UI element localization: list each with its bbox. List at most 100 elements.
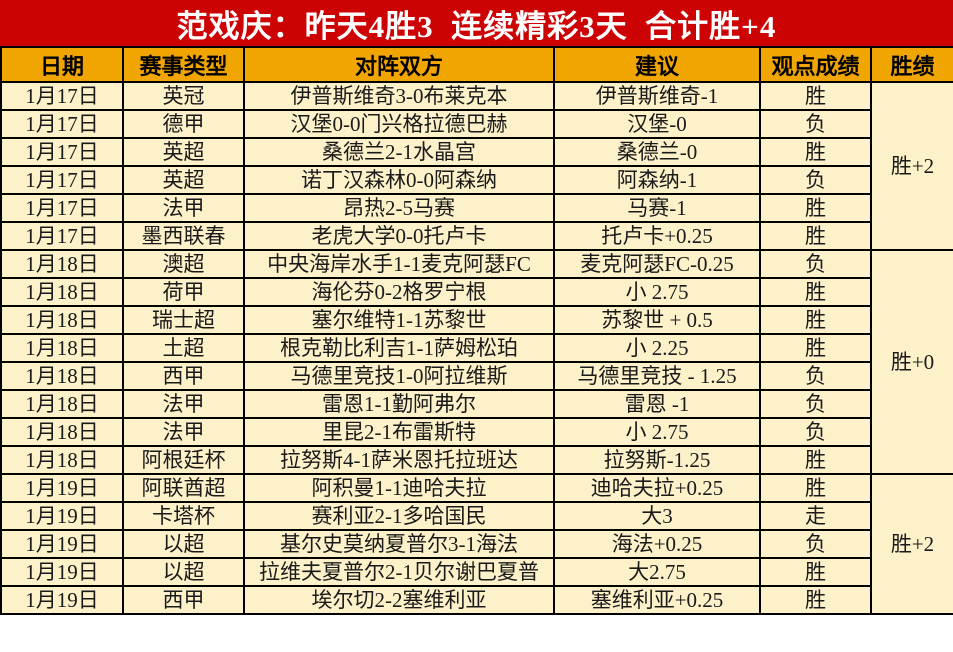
date-cell: 1月17日: [0, 81, 124, 111]
league-cell: 阿根廷杯: [122, 445, 245, 475]
league-cell: 英超: [122, 137, 245, 167]
suggestion-cell: 大2.75: [553, 557, 761, 587]
date-cell: 1月19日: [0, 529, 124, 559]
match-cell: 伊普斯维奇3-0布莱克本: [243, 81, 555, 111]
group-score-cell: 胜+2: [870, 81, 953, 251]
suggestion-cell: 桑德兰-0: [553, 137, 761, 167]
result-cell: 负: [759, 165, 872, 195]
suggestion-cell: 托卢卡+0.25: [553, 221, 761, 251]
suggestion-cell: 迪哈夫拉+0.25: [553, 473, 761, 503]
match-cell: 老虎大学0-0托卢卡: [243, 221, 555, 251]
match-cell: 塞尔维特1-1苏黎世: [243, 305, 555, 335]
match-cell: 基尔史莫纳夏普尔3-1海法: [243, 529, 555, 559]
date-cell: 1月17日: [0, 165, 124, 195]
result-cell: 胜: [759, 473, 872, 503]
result-cell: 胜: [759, 445, 872, 475]
match-cell: 马德里竞技1-0阿拉维斯: [243, 361, 555, 391]
match-cell: 中央海岸水手1-1麦克阿瑟FC: [243, 249, 555, 279]
header-date: 日期: [0, 46, 124, 83]
suggestion-cell: 苏黎世 + 0.5: [553, 305, 761, 335]
result-cell: 负: [759, 417, 872, 447]
match-cell: 阿积曼1-1迪哈夫拉: [243, 473, 555, 503]
suggestion-cell: 马赛-1: [553, 193, 761, 223]
match-cell: 赛利亚2-1多哈国民: [243, 501, 555, 531]
match-cell: 拉努斯4-1萨米恩托拉班达: [243, 445, 555, 475]
match-cell: 雷恩1-1勤阿弗尔: [243, 389, 555, 419]
league-cell: 土超: [122, 333, 245, 363]
table-row: 1月17日 法甲 昂热2-5马赛 马赛-1 胜: [0, 193, 953, 223]
result-cell: 负: [759, 249, 872, 279]
league-cell: 墨西联春: [122, 221, 245, 251]
table-row: 1月18日 荷甲 海伦芬0-2格罗宁根小 2.75 胜: [0, 277, 953, 307]
date-cell: 1月19日: [0, 501, 124, 531]
suggestion-cell: 汉堡-0: [553, 109, 761, 139]
league-cell: 西甲: [122, 361, 245, 391]
league-cell: 英超: [122, 165, 245, 195]
header-score: 胜绩: [870, 46, 953, 83]
table-row: 1月18日 阿根廷杯 拉努斯4-1萨米恩托拉班达 拉努斯-1.25 胜: [0, 445, 953, 475]
league-cell: 以超: [122, 529, 245, 559]
league-cell: 西甲: [122, 585, 245, 615]
match-cell: 拉维夫夏普尔2-1贝尔谢巴夏普: [243, 557, 555, 587]
suggestion-cell: 小 2.75: [553, 417, 761, 447]
group-score-cell: 胜+0: [870, 249, 953, 475]
match-cell: 诺丁汉森林0-0阿森纳: [243, 165, 555, 195]
date-cell: 1月17日: [0, 137, 124, 167]
match-cell: 根克勒比利吉1-1萨姆松珀: [243, 333, 555, 363]
table-row: 1月19日 以超 拉维夫夏普尔2-1贝尔谢巴夏普 大2.75 胜: [0, 557, 953, 587]
suggestion-cell: 小 2.75: [553, 277, 761, 307]
suggestion-cell: 阿森纳-1: [553, 165, 761, 195]
date-cell: 1月19日: [0, 585, 124, 615]
match-cell: 里昆2-1布雷斯特: [243, 417, 555, 447]
date-cell: 1月18日: [0, 333, 124, 363]
suggestion-cell: 塞维利亚+0.25: [553, 585, 761, 615]
suggestion-cell: 小 2.25: [553, 333, 761, 363]
date-cell: 1月18日: [0, 361, 124, 391]
league-cell: 瑞士超: [122, 305, 245, 335]
table-row: 1月17日 德甲 汉堡0-0门兴格拉德巴赫 汉堡-0 负: [0, 109, 953, 139]
tips-table: 日期 赛事类型 对阵双方 建议 观点成绩 胜绩 1月17日 英冠 伊普斯维奇3-0布…: [0, 46, 953, 615]
date-cell: 1月18日: [0, 249, 124, 279]
result-cell: 胜: [759, 81, 872, 111]
table-row: 1月19日 西甲 埃尔切2-2塞维利亚 塞维利亚+0.25 胜: [0, 585, 953, 615]
table-row: 1月18日 法甲 里昆2-1布雷斯特小 2.75 负: [0, 417, 953, 447]
league-cell: 卡塔杯: [122, 501, 245, 531]
table-body: 1月17日 英冠 伊普斯维奇3-0布莱克本 伊普斯维奇-1 胜胜+2 1月17日 德甲 汉堡0…: [0, 81, 953, 615]
suggestion-cell: 伊普斯维奇-1: [553, 81, 761, 111]
result-cell: 胜: [759, 277, 872, 307]
table-row: 1月18日 西甲 马德里竞技1-0阿拉维斯 马德里竞技 - 1.25 负: [0, 361, 953, 391]
result-cell: 胜: [759, 585, 872, 615]
result-cell: 胜: [759, 137, 872, 167]
result-cell: 走: [759, 501, 872, 531]
league-cell: 法甲: [122, 417, 245, 447]
page-title: 范戏庆：昨天4胜3 连续精彩3天 合计胜+4: [176, 8, 777, 44]
match-cell: 汉堡0-0门兴格拉德巴赫: [243, 109, 555, 139]
table-row: 1月18日 瑞士超 塞尔维特1-1苏黎世 苏黎世 + 0.5 胜: [0, 305, 953, 335]
suggestion-cell: 麦克阿瑟FC-0.25: [553, 249, 761, 279]
league-cell: 澳超: [122, 249, 245, 279]
table-row: 1月17日 英超 桑德兰2-1水晶宫 桑德兰-0 胜: [0, 137, 953, 167]
league-cell: 法甲: [122, 389, 245, 419]
header-suggestion: 建议: [553, 46, 761, 83]
result-cell: 胜: [759, 193, 872, 223]
table-row: 1月19日 阿联酋超 阿积曼1-1迪哈夫拉 迪哈夫拉+0.25 胜胜+2: [0, 473, 953, 615]
league-cell: 法甲: [122, 193, 245, 223]
header-match: 对阵双方: [243, 46, 555, 83]
result-cell: 负: [759, 109, 872, 139]
league-cell: 德甲: [122, 109, 245, 139]
match-cell: 桑德兰2-1水晶宫: [243, 137, 555, 167]
suggestion-cell: 大3: [553, 501, 761, 531]
date-cell: 1月17日: [0, 193, 124, 223]
table-row: 1月17日 英超 诺丁汉森林0-0阿森纳 阿森纳-1 负: [0, 165, 953, 195]
table-row: 1月18日 澳超 中央海岸水手1-1麦克阿瑟FC 麦克阿瑟FC-0.25 负胜+0: [0, 249, 953, 475]
table-header: 日期 赛事类型 对阵双方 建议 观点成绩 胜绩: [0, 46, 953, 83]
table-row: 1月17日 英冠 伊普斯维奇3-0布莱克本 伊普斯维奇-1 胜胜+2: [0, 81, 953, 251]
date-cell: 1月18日: [0, 277, 124, 307]
table-row: 1月19日 以超 基尔史莫纳夏普尔3-1海法 海法+0.25 负: [0, 529, 953, 559]
match-cell: 昂热2-5马赛: [243, 193, 555, 223]
result-cell: 胜: [759, 333, 872, 363]
result-cell: 负: [759, 389, 872, 419]
date-cell: 1月17日: [0, 109, 124, 139]
date-cell: 1月18日: [0, 389, 124, 419]
table-row: 1月19日 卡塔杯 赛利亚2-1多哈国民 大3 走: [0, 501, 953, 531]
